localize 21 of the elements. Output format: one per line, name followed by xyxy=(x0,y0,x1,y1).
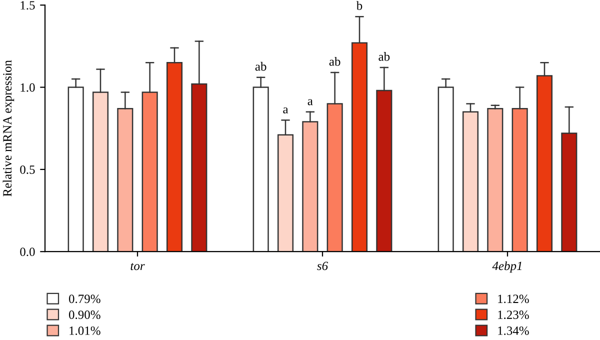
y-axis-title: Relative mRNA expression xyxy=(2,60,14,196)
y-tick-label: 0.5 xyxy=(20,165,35,174)
y-tick-label: 1.5 xyxy=(20,1,35,10)
legend-label: 0.79% xyxy=(68,294,100,304)
legend-label: 0.90% xyxy=(68,310,100,320)
legend-label: 1.23% xyxy=(498,310,529,320)
annotation: ab xyxy=(329,56,340,66)
x-tick-label: 4ebp1 xyxy=(492,261,522,273)
legend-label: 1.12% xyxy=(498,294,529,304)
y-tick-label: 1.0 xyxy=(20,83,35,92)
x-tick-label: s6 xyxy=(317,262,328,270)
y-tick-label: 0.0 xyxy=(20,248,35,256)
annotation: a xyxy=(308,99,313,106)
annotation: b xyxy=(356,1,362,10)
annotation: ab xyxy=(378,52,390,61)
legend-label: 1.34% xyxy=(498,326,529,335)
x-tick-label: tor xyxy=(130,262,145,270)
legend-label: 1.01% xyxy=(70,326,100,335)
annotation: ab xyxy=(255,62,266,71)
annotation: a xyxy=(283,107,288,114)
bar xyxy=(487,108,504,252)
